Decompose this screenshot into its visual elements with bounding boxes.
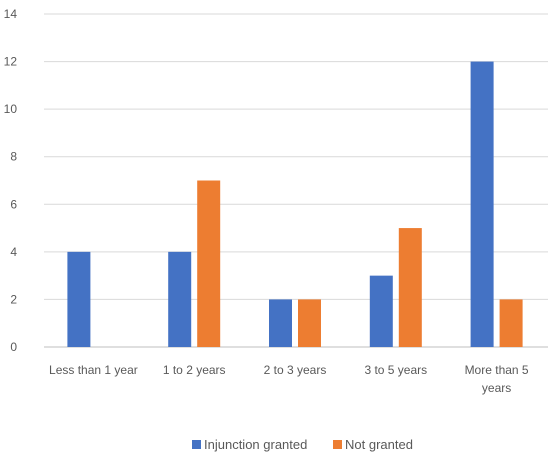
- legend-label-not-granted: Not granted: [345, 437, 413, 452]
- grid-lines: [44, 13, 548, 348]
- bar-injunction-granted: [369, 275, 393, 347]
- y-tick-label: 2: [10, 292, 17, 306]
- legend-swatch-injunction-granted: [192, 440, 201, 449]
- legend: Injunction granted Not granted: [192, 437, 413, 452]
- x-category-label: 1 to 2 years: [163, 363, 226, 377]
- y-tick-label: 10: [4, 102, 18, 116]
- legend-swatch-not-granted: [333, 440, 342, 449]
- y-tick-label: 12: [4, 55, 18, 69]
- bar-not-granted: [499, 299, 523, 347]
- bar-not-granted: [197, 180, 221, 347]
- x-category-label: 2 to 3 years: [264, 363, 327, 377]
- x-category-label: Less than 1 year: [49, 363, 138, 377]
- bar-not-granted: [298, 299, 321, 347]
- x-category-label: More than 5 years: [465, 363, 529, 395]
- y-axis-ticks: 0 2 4 6 8 10 12 14: [4, 7, 18, 354]
- y-tick-label: 8: [10, 150, 17, 164]
- bar-injunction-granted: [67, 251, 91, 347]
- x-category-label: 3 to 5 years: [364, 363, 427, 377]
- legend-label-injunction-granted: Injunction granted: [204, 437, 307, 452]
- bar-injunction-granted: [470, 61, 494, 347]
- bar-not-granted: [398, 228, 422, 347]
- bars: [67, 61, 523, 347]
- bar-injunction-granted: [168, 251, 192, 347]
- y-tick-label: 6: [10, 197, 17, 211]
- y-tick-label: 14: [4, 7, 18, 21]
- bar-injunction-granted: [269, 299, 292, 347]
- y-tick-label: 4: [10, 245, 17, 259]
- y-tick-label: 0: [10, 340, 17, 354]
- x-axis-categories: Less than 1 year 1 to 2 years 2 to 3 years…: [49, 363, 529, 395]
